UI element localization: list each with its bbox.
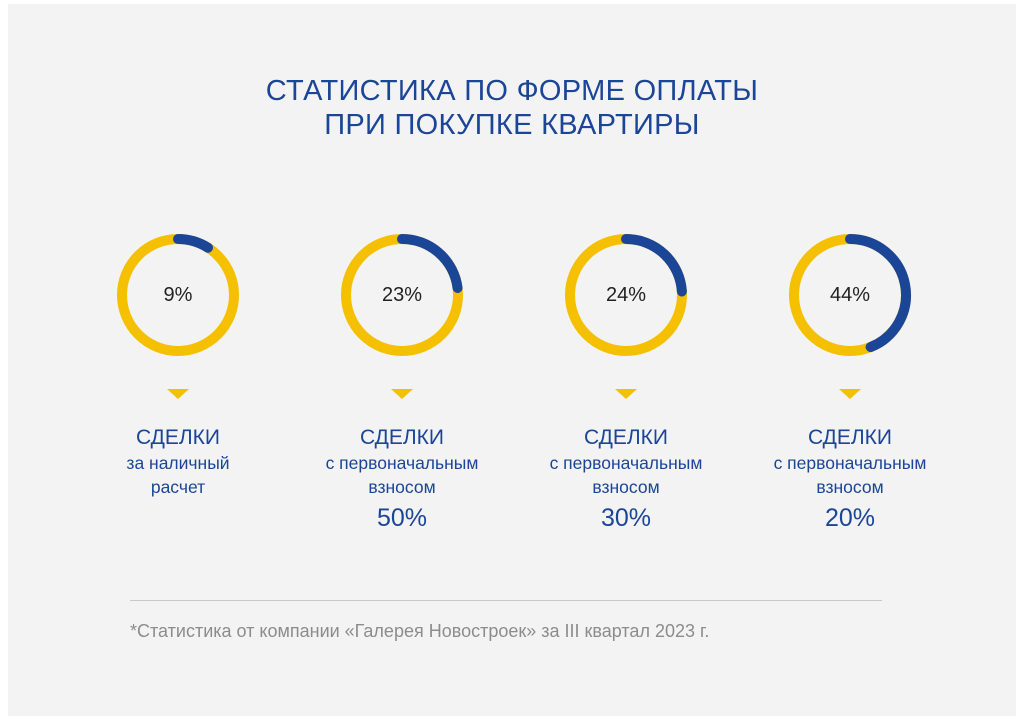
donut-svg [341,234,463,356]
donut-percent-label: 9% [163,283,193,306]
stat-label-line-3: взносом [592,477,660,497]
page-title: СТАТИСТИКА ПО ФОРМЕ ОПЛАТЫ ПРИ ПОКУПКЕ К… [0,74,1024,142]
stat-label-line-1: СДЕЛКИ [583,426,669,449]
stat-label: СДЕЛКИ с первоначальным взносом 20% [740,425,960,535]
title-line-1: СТАТИСТИКА ПО ФОРМЕ ОПЛАТЫ [265,75,759,107]
stat-label-line-3: расчет [150,477,206,497]
stat-label-line-4: 30% [600,504,652,532]
donut-percent-label: 44% [829,283,871,306]
stat-label-line-1: СДЕЛКИ [359,426,445,449]
stat-label-line-2: с первоначальным [773,453,927,473]
donut-percent-label: 24% [605,283,647,306]
donut-svg [565,234,687,356]
triangle-down-icon [615,389,637,399]
donut-progress-arc [845,234,911,353]
donut-chart: 44% [787,232,913,358]
stat-label-line-2: с первоначальным [549,453,703,473]
stat-label: СДЕЛКИ за наличный расчет [68,425,288,501]
donut-svg [789,234,911,356]
stat-label-line-3: взносом [368,477,436,497]
stat-label: СДЕЛКИ с первоначальным взносом 30% [516,425,736,535]
triangle-down-icon [167,389,189,399]
title-line-2: ПРИ ПОКУПКЕ КВАРТИРЫ [324,109,700,141]
donut-progress-arc [397,234,463,293]
triangle-down-icon [839,389,861,399]
stat-label-line-2: за наличный [126,453,230,473]
donut-progress-arc [621,234,687,297]
stat-label-line-4: 20% [824,504,876,532]
donut-svg [117,234,239,356]
stat-label-line-2: с первоначальным [325,453,479,473]
donut-chart: 23% [339,232,465,358]
stat-label: СДЕЛКИ с первоначальным взносом 50% [292,425,512,535]
stat-label-line-1: СДЕЛКИ [135,426,221,449]
triangle-down-icon [391,389,413,399]
donut-chart: 9% [115,232,241,358]
stat-label-line-4: 50% [376,504,428,532]
donut-progress-arc [173,234,214,253]
stat-label-line-1: СДЕЛКИ [807,426,893,449]
stat-label-line-3: взносом [816,477,884,497]
donut-chart: 24% [563,232,689,358]
footnote-divider [130,600,882,601]
background-card [8,4,1016,716]
donut-percent-label: 23% [381,283,423,306]
footnote: *Статистика от компании «Галерея Новостр… [130,621,710,641]
